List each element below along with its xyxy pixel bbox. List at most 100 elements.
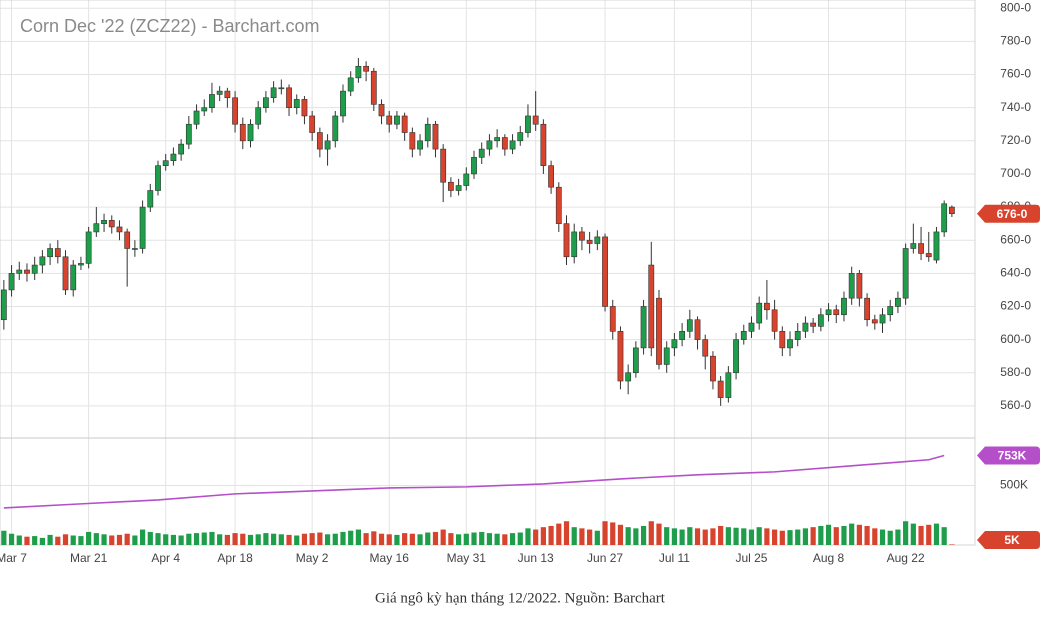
candle-body	[301, 99, 308, 117]
x-tick-label: Apr 18	[217, 551, 253, 565]
volume-bar	[694, 528, 701, 545]
volume-bar	[8, 533, 15, 545]
volume-bar	[918, 525, 924, 545]
volume-bar	[101, 534, 107, 545]
volume-bar	[795, 529, 801, 545]
candle-body	[771, 309, 778, 332]
candle-body	[347, 77, 354, 92]
candle-body	[62, 256, 69, 291]
candle-body	[440, 148, 447, 183]
candle-body	[494, 137, 501, 142]
candle-body	[509, 140, 516, 150]
volume-bar	[301, 533, 308, 545]
volume-bar	[417, 534, 423, 545]
y-tick-label: 640-0	[1000, 266, 1031, 280]
candle-body	[548, 165, 554, 188]
candle-body	[925, 253, 932, 258]
candle-body	[532, 115, 539, 125]
candle-body	[417, 140, 423, 150]
y-tick-label: 720-0	[1000, 133, 1031, 147]
candle-body	[394, 115, 400, 125]
y-tick-label: 560-0	[1000, 398, 1031, 412]
candle-body	[725, 372, 732, 398]
candle-body	[948, 206, 955, 215]
volume-bar	[155, 533, 161, 545]
candle-body	[147, 190, 154, 208]
x-tick-label: Aug 22	[887, 551, 925, 565]
volume-bar	[664, 527, 670, 545]
volume-bar	[340, 531, 346, 545]
volume-bar	[733, 527, 739, 545]
candle-body	[686, 319, 693, 332]
volume-bar	[533, 529, 539, 545]
volume-bar	[879, 529, 886, 545]
volume-bar	[571, 527, 577, 545]
y-tick-label: 740-0	[1000, 100, 1031, 114]
volume-bar	[856, 524, 862, 545]
candle-body	[85, 231, 92, 264]
candle-body	[247, 123, 254, 142]
volume-bar	[787, 530, 793, 545]
candle-body	[525, 115, 531, 133]
volume-bar	[833, 527, 839, 545]
volume-bar	[594, 530, 600, 545]
candle-body	[278, 87, 285, 90]
oi-last-label: 753K	[998, 449, 1027, 463]
volume-bar	[263, 533, 269, 545]
y-tick-label: 780-0	[1000, 34, 1031, 48]
volume-bar	[463, 533, 469, 545]
candle-body	[717, 380, 724, 398]
y-tick-label: 620-0	[1000, 299, 1031, 313]
candle-body	[810, 322, 817, 327]
volume-bar	[872, 528, 878, 545]
volume-bar	[47, 534, 53, 545]
volume-bar	[494, 533, 500, 545]
candle-body	[24, 269, 30, 274]
candle-body	[648, 264, 655, 349]
candle-body	[478, 148, 485, 158]
candle-body	[286, 87, 292, 108]
y-tick-label: 600-0	[1000, 332, 1031, 346]
volume-bar	[895, 529, 901, 545]
x-tick-label: May 2	[296, 551, 329, 565]
candle-body	[941, 203, 948, 233]
volume-bar	[818, 525, 824, 545]
candle-body	[70, 264, 77, 291]
volume-bar	[186, 533, 192, 545]
candle-body	[918, 243, 924, 254]
candle-body	[740, 331, 747, 340]
candle-body	[841, 297, 847, 316]
candle-body	[794, 331, 801, 340]
volume-bar	[309, 533, 315, 545]
volume-bar	[324, 534, 331, 545]
y-tick-label: 580-0	[1000, 365, 1031, 379]
candle-body	[463, 173, 470, 186]
volume-bar	[486, 533, 493, 545]
candle-body	[594, 236, 601, 244]
candle-body	[671, 339, 678, 349]
candle-body	[609, 306, 616, 332]
candle-body	[656, 297, 662, 365]
volume-bar	[725, 527, 731, 545]
chart-title: Corn Dec '22 (ZCZ22) - Barchart.com	[20, 16, 320, 36]
candle-body	[47, 248, 53, 258]
volume-bar	[386, 534, 392, 545]
candle-body	[162, 160, 169, 166]
volume-bar	[926, 524, 932, 545]
candle-body	[455, 185, 462, 191]
volume-bar	[502, 534, 508, 545]
candle-body	[216, 90, 223, 95]
candle-body	[748, 322, 755, 332]
candle-body	[255, 107, 262, 125]
volume-bar	[247, 534, 254, 545]
candle-body	[93, 223, 100, 233]
candle-body	[856, 273, 863, 299]
volume-bar	[109, 535, 115, 545]
volume-bar	[656, 523, 662, 545]
candle-body	[817, 314, 824, 327]
candle-body	[209, 94, 215, 108]
volume-bar	[271, 533, 277, 545]
volume-bar	[517, 532, 523, 545]
volume-bar	[910, 523, 916, 545]
